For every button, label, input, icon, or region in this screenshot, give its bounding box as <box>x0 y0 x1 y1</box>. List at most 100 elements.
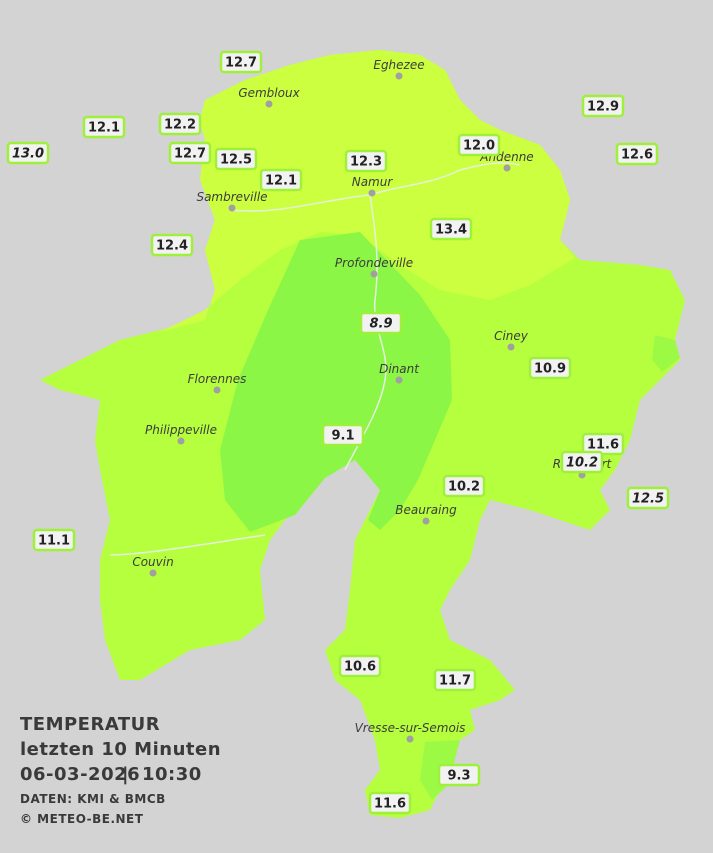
station: 12.5 <box>626 486 670 510</box>
city-label: Philippeville <box>145 423 217 437</box>
city-label: Eghezee <box>373 58 424 72</box>
zone-center <box>220 232 452 532</box>
station: 12.1 <box>82 115 126 139</box>
station: 11.6 <box>368 791 412 815</box>
station-box <box>433 668 477 692</box>
city-label: Sambreville <box>196 190 267 204</box>
city-dot <box>395 72 403 80</box>
station-box <box>82 115 126 139</box>
station-box <box>158 112 202 136</box>
cities: EghezeeGemblouxAndenneNamurSambrevillePr… <box>132 58 613 743</box>
station-value: 12.5 <box>220 153 252 168</box>
city-dot <box>422 517 430 525</box>
station-box <box>321 423 365 447</box>
station: 11.1 <box>32 528 76 552</box>
station-box <box>581 94 625 118</box>
city-dot <box>503 164 511 172</box>
station: 13.0 <box>6 141 50 165</box>
source: DATEN: KMI & BMCB <box>20 792 166 806</box>
station-value: 12.4 <box>156 239 188 254</box>
city-label: Dinant <box>379 362 420 376</box>
station-box <box>560 450 604 474</box>
copyright: © METEO-BE.NET <box>20 812 144 826</box>
city-dot <box>406 735 414 743</box>
station-box <box>168 141 212 165</box>
station-box <box>32 528 76 552</box>
station-box <box>6 141 50 165</box>
station-value: 8.9 <box>369 317 392 332</box>
date: 06-03-2026 <box>20 764 140 785</box>
city-dot <box>177 437 185 445</box>
station-box <box>626 486 670 510</box>
station: 9.1 <box>321 423 365 447</box>
station-box <box>368 791 412 815</box>
station-value: 10.9 <box>534 362 566 377</box>
station: 12.0 <box>457 133 501 157</box>
station-value: 12.2 <box>164 118 196 133</box>
station-value: 12.1 <box>88 121 120 136</box>
station: 10.6 <box>338 654 382 678</box>
station-value: 11.1 <box>38 534 70 549</box>
station-box <box>359 311 403 335</box>
station-value: 12.7 <box>174 147 206 162</box>
subtitle: letzten 10 Minuten <box>20 739 221 760</box>
station-value: 13.4 <box>435 223 467 238</box>
station-box <box>214 147 258 171</box>
city-dot <box>507 343 515 351</box>
station-value: 12.6 <box>621 148 653 163</box>
station: 10.2 <box>560 450 604 474</box>
station-box <box>150 233 194 257</box>
city-dot <box>149 569 157 577</box>
station-value: 12.1 <box>265 174 297 189</box>
station-box <box>259 168 303 192</box>
city-dot <box>265 100 273 108</box>
station-value: 9.3 <box>447 769 470 784</box>
city-dot <box>213 386 221 394</box>
city-dot <box>395 376 403 384</box>
station: 12.7 <box>219 50 263 74</box>
separator: | <box>122 764 129 785</box>
station: 12.6 <box>615 142 659 166</box>
station: 10.9 <box>528 356 572 380</box>
station-box <box>442 474 486 498</box>
city-dot <box>368 189 376 197</box>
station: 11.7 <box>433 668 477 692</box>
station-box <box>457 133 501 157</box>
station: 12.1 <box>259 168 303 192</box>
station: 9.3 <box>437 763 481 787</box>
station-box <box>528 356 572 380</box>
station: 12.9 <box>581 94 625 118</box>
station-box <box>338 654 382 678</box>
station-value: 10.2 <box>448 480 480 495</box>
city-label: Profondeville <box>335 256 413 270</box>
station-value: 12.5 <box>632 492 664 507</box>
city-label: Vresse-sur-Semois <box>355 721 466 735</box>
city-label: Florennes <box>188 372 247 386</box>
station-value: 12.3 <box>350 155 382 170</box>
station-value: 11.6 <box>587 438 619 453</box>
city-label: Gembloux <box>238 86 300 100</box>
station: 12.3 <box>344 149 388 173</box>
station-value: 10.6 <box>344 660 376 675</box>
city-dot <box>370 270 378 278</box>
station-value: 9.1 <box>331 429 354 444</box>
city-label: Couvin <box>132 555 173 569</box>
city-label: Namur <box>352 175 394 189</box>
station: 8.9 <box>359 311 403 335</box>
station-value: 11.6 <box>374 797 406 812</box>
station-box <box>219 50 263 74</box>
station-box <box>615 142 659 166</box>
city-label: Beauraing <box>395 503 457 517</box>
zone-north <box>160 50 575 332</box>
station: 13.4 <box>429 217 473 241</box>
stations: 12.7 12.1 12.2 13.0 12.7 12.5 12.1 12.3 12.0 12.9… <box>6 50 670 815</box>
station: 12.5 <box>214 147 258 171</box>
station-box <box>437 763 481 787</box>
river <box>109 162 521 556</box>
zone-east <box>652 335 680 372</box>
station: 12.2 <box>158 112 202 136</box>
city-label: Ciney <box>494 329 529 343</box>
station-box <box>429 217 473 241</box>
